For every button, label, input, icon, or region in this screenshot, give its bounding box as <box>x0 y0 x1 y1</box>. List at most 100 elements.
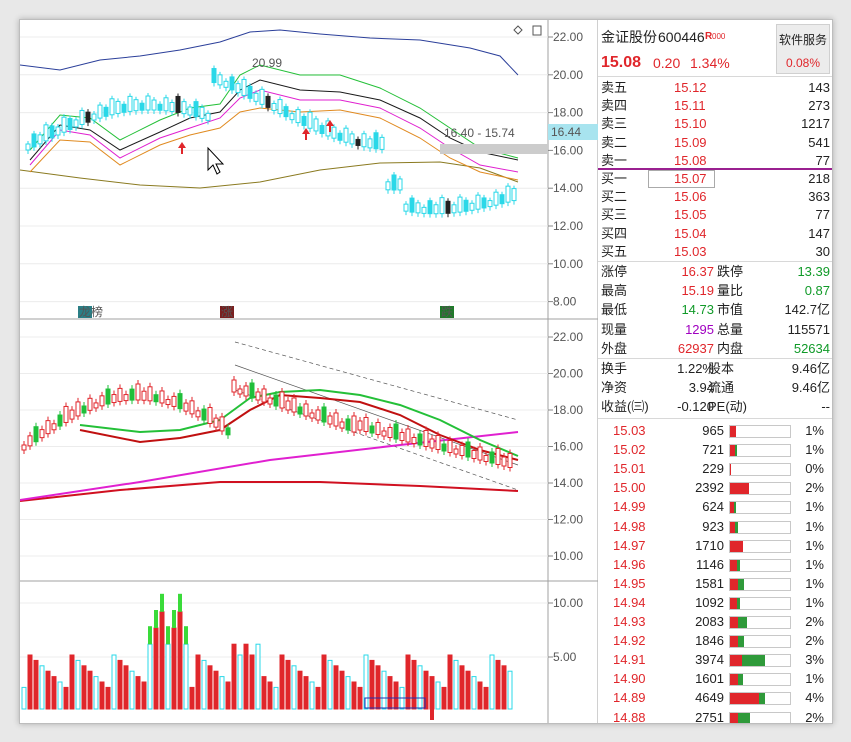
bid-row[interactable]: 买二 15.06 363 <box>598 187 832 206</box>
dist-pct: 1% <box>805 575 824 591</box>
volume-bar <box>105 686 111 710</box>
candle-body <box>271 102 277 111</box>
kline-chart-area[interactable]: 22.00 20.00 18.00 16.00 14.00 12.00 10.00 8.00 2… <box>20 20 598 723</box>
stat-value: 9.46亿 <box>791 380 830 396</box>
distribution-row[interactable]: 15.03 965 1% <box>598 421 832 440</box>
volume-bar <box>489 654 495 710</box>
candle-body <box>61 116 67 133</box>
chart-bg <box>20 20 548 723</box>
distribution-row[interactable]: 14.93 2083 2% <box>598 612 832 631</box>
volume-bar-top <box>160 593 164 612</box>
dist-volume: 1846 <box>695 633 724 649</box>
distribution-row[interactable]: 14.99 624 1% <box>598 497 832 516</box>
stat-label: 量比 <box>717 283 744 299</box>
bid-volume: 218 <box>808 171 830 186</box>
volume-bar <box>195 654 201 710</box>
dist-volume: 721 <box>702 442 724 458</box>
distribution-row[interactable]: 15.00 2392 2% <box>598 478 832 497</box>
candle-body <box>403 203 409 212</box>
bid-row[interactable]: 买三 15.05 77 <box>598 205 832 224</box>
rating-tag: R <box>705 31 713 42</box>
stat-row[interactable]: 现量 1295 总量 115571 <box>598 320 832 339</box>
ask-price: 15.12 <box>674 80 707 95</box>
bid-row[interactable]: 买四 15.04 147 <box>598 224 832 243</box>
dist-bar-buy <box>730 559 737 571</box>
dist-bar <box>729 673 791 687</box>
axis-tick-label: 10.00 <box>553 596 583 610</box>
bid-row[interactable]: 买五 15.03 30 <box>598 242 832 261</box>
candle-body <box>133 99 139 112</box>
candle-body <box>49 125 55 139</box>
distribution-row[interactable]: 14.97 1710 1% <box>598 536 832 555</box>
volume-bar <box>351 681 357 710</box>
ma-orange <box>29 107 519 181</box>
bid-ask-divider <box>598 168 832 170</box>
volume-bar <box>357 686 363 710</box>
stat-row[interactable]: 换手 1.22% 股本 9.46亿 <box>598 359 832 378</box>
axis-tick-label: 18.00 <box>553 403 583 417</box>
bid-row[interactable]: 买一 15.07 218 <box>598 169 832 188</box>
distribution-row[interactable]: 14.91 3974 3% <box>598 650 832 669</box>
stat-row[interactable]: 收益(㈢) -0.120 PE(动) -- <box>598 397 832 416</box>
ask-row[interactable]: 卖一 15.08 77 <box>598 151 832 170</box>
last-price: 15.08 <box>601 54 642 71</box>
candle-body <box>439 197 445 215</box>
dist-price: 15.00 <box>613 480 646 496</box>
dist-bar-buy <box>730 693 759 705</box>
distribution-row[interactable]: 14.96 1146 1% <box>598 555 832 574</box>
volume-bar <box>111 654 117 710</box>
candle-body <box>37 134 43 145</box>
stat-row[interactable]: 净资 3.94 流通 9.46亿 <box>598 378 832 397</box>
dist-pct: 3% <box>805 652 824 668</box>
distribution-row[interactable]: 14.88 2751 2% <box>598 708 832 723</box>
candle-body <box>97 104 103 119</box>
dist-bar <box>729 635 791 649</box>
volume-bar <box>363 654 369 710</box>
volume-bar <box>207 665 213 710</box>
stat-row[interactable]: 最低 14.73 市值 142.7亿 <box>598 300 832 319</box>
candle-body <box>295 109 301 124</box>
stat-value: 16.37 <box>681 264 714 279</box>
distribution-row[interactable]: 15.02 721 1% <box>598 440 832 459</box>
dist-bar <box>729 596 791 610</box>
volume-bar <box>495 659 501 710</box>
volume-bar <box>483 686 489 710</box>
distribution-row[interactable]: 14.94 1092 1% <box>598 593 832 612</box>
stat-row[interactable]: 最高 15.19 量比 0.87 <box>598 281 832 300</box>
stat-label: 最低 <box>601 302 628 318</box>
bid-label: 买四 <box>601 225 628 241</box>
ask-volume: 77 <box>815 152 830 168</box>
candle-body <box>63 405 69 423</box>
candle-body <box>319 124 325 134</box>
distribution-row[interactable]: 14.90 1601 1% <box>598 669 832 688</box>
sector-box[interactable]: 软件服务 0.08% <box>776 24 830 74</box>
stat-row[interactable]: 涨停 16.37 跌停 13.39 <box>598 262 832 281</box>
dist-price: 14.98 <box>613 518 646 534</box>
candle-body <box>423 430 429 447</box>
stat-label: 收益(㈢) <box>601 399 649 415</box>
distribution-row[interactable]: 14.95 1581 1% <box>598 574 832 593</box>
ask-row[interactable]: 卖三 15.10 1217 <box>598 114 832 133</box>
candle-body <box>183 402 189 412</box>
stat-label: PE(动) <box>708 399 748 415</box>
candle-body <box>399 432 405 441</box>
distribution-row[interactable]: 14.89 4649 4% <box>598 688 832 707</box>
volume-bar <box>147 643 153 710</box>
dist-pct: 0% <box>805 461 824 477</box>
ask-row[interactable]: 卖二 15.09 541 <box>598 133 832 152</box>
stat-row[interactable]: 外盘 62937 内盘 52634 <box>598 339 832 358</box>
candle-body <box>279 391 285 409</box>
ask-row[interactable]: 卖四 15.11 273 <box>598 96 832 115</box>
distribution-row[interactable]: 14.98 923 1% <box>598 517 832 536</box>
candle-body <box>153 394 159 403</box>
candle-body <box>189 400 195 415</box>
distribution-row[interactable]: 15.01 229 0% <box>598 459 832 478</box>
candle-body <box>303 403 309 417</box>
dist-bar-sell <box>738 712 751 723</box>
dist-price: 14.96 <box>613 556 646 572</box>
dist-bar-buy <box>730 712 739 723</box>
distribution-row[interactable]: 14.92 1846 2% <box>598 631 832 650</box>
candle-body <box>477 446 483 461</box>
stock-code: 600446 <box>658 29 705 45</box>
ask-row[interactable]: 卖五 15.12 143 <box>598 78 832 97</box>
